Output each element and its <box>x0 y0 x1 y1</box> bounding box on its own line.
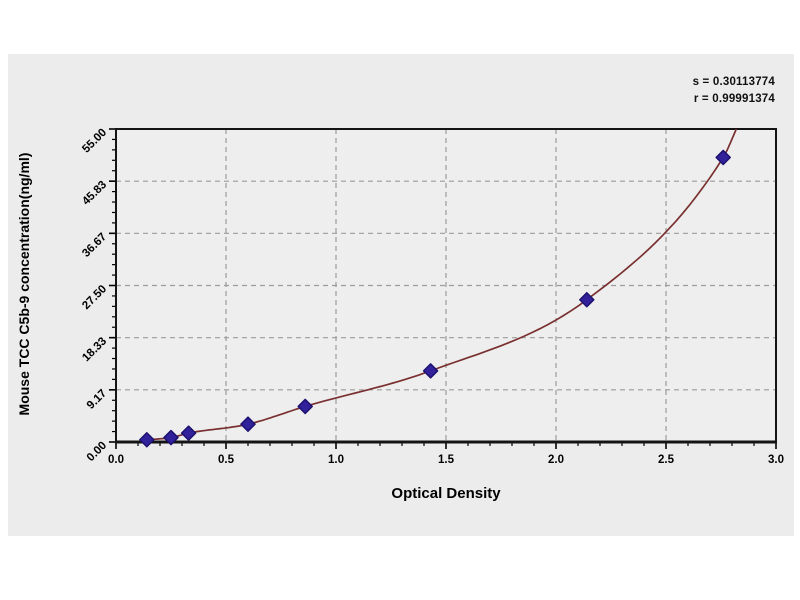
y-tick-label: 0.00 <box>85 440 109 464</box>
y-tick-label: 18.33 <box>80 335 109 364</box>
data-point <box>240 416 256 432</box>
y-tick-label: 36.67 <box>80 231 109 260</box>
x-tick-label: 2.0 <box>548 454 564 466</box>
fit-annotation-r: r = 0.99991374 <box>693 93 775 105</box>
x-tick-label: 1.5 <box>438 454 455 466</box>
data-point <box>163 429 179 446</box>
y-tick-label: 9.17 <box>85 387 109 411</box>
data-point <box>715 149 731 166</box>
x-axis-title: Optical Density <box>391 485 501 502</box>
x-tick-label: 1.0 <box>328 454 344 466</box>
data-point <box>579 291 595 308</box>
fit-annotation-s: s = 0.30113774 <box>692 76 775 88</box>
y-tick-label: 27.50 <box>80 283 109 312</box>
data-point <box>422 363 439 379</box>
y-tick-label: 55.00 <box>80 127 109 156</box>
data-point <box>180 425 197 441</box>
data-point <box>297 398 313 415</box>
data-point <box>139 432 155 448</box>
y-tick-label: 45.83 <box>80 179 109 208</box>
x-tick-label: 3.0 <box>768 454 784 466</box>
fit-annotation: s = 0.30113774 r = 0.99991374 <box>693 74 775 108</box>
x-tick-label: 0.5 <box>218 454 235 466</box>
x-tick-label: 2.5 <box>658 454 675 466</box>
x-tick-label: 0.0 <box>108 454 124 466</box>
